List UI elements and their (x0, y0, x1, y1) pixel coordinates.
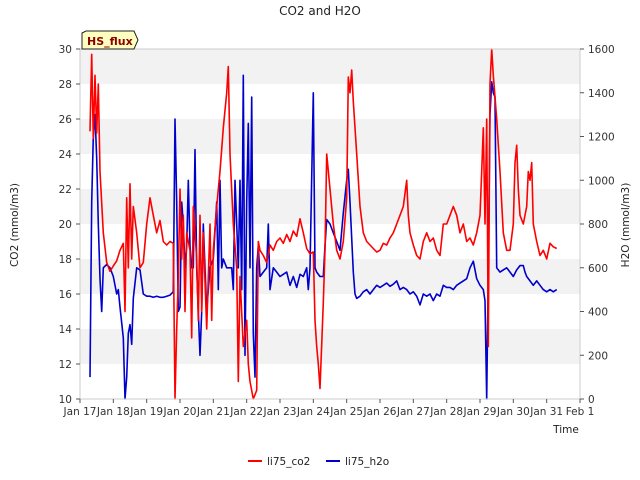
left-tick-label: 20 (59, 219, 72, 231)
grid-band (80, 49, 580, 84)
x-tick-label: Jan 30 (496, 406, 530, 418)
grid-band (80, 119, 580, 154)
right-tick-label: 0 (588, 394, 595, 406)
x-tick-label: Jan 28 (429, 406, 463, 418)
left-tick-label: 28 (59, 79, 72, 91)
right-tick-label: 600 (588, 263, 608, 275)
right-tick-label: 1400 (588, 88, 615, 100)
right-tick-label: 1600 (588, 44, 615, 56)
x-tick-label: Jan 20 (163, 406, 197, 418)
left-tick-label: 22 (59, 184, 72, 196)
x-tick-label: Jan 19 (129, 406, 163, 418)
legend-h2o-label: li75_h2o (345, 456, 389, 468)
badge-label: HS_flux (87, 35, 133, 48)
x-tick-label: Jan 27 (396, 406, 430, 418)
x-tick-label: Jan 17 (63, 406, 97, 418)
left-tick-label: 12 (59, 359, 72, 371)
x-tick-label: Jan 29 (463, 406, 497, 418)
right-axis-label: H2O (mmol/m3) (620, 183, 632, 268)
right-tick-label: 800 (588, 219, 608, 231)
x-axis-ticks: Jan 17 Jan 18 Jan 19 Jan 20 Jan 21 Jan 22 Jan … (63, 399, 595, 418)
left-axis-ticks: 10 12 14 16 18 20 22 24 26 28 30 (59, 44, 80, 406)
left-tick-label: 30 (59, 44, 72, 56)
left-tick-label: 10 (59, 394, 72, 406)
x-tick-label: Jan 31 (529, 406, 563, 418)
grid-band (80, 329, 580, 364)
right-axis-ticks: 0 200 400 600 800 1000 1200 1400 1600 (580, 44, 615, 406)
background-bands (80, 49, 580, 364)
legend-co2-label: li75_co2 (267, 456, 310, 468)
x-tick-label: Jan 24 (296, 406, 330, 418)
right-tick-label: 1000 (588, 175, 615, 187)
right-tick-label: 400 (588, 307, 608, 319)
x-tick-label: Jan 18 (96, 406, 130, 418)
h2o-series-line (89, 74, 558, 400)
series-lines (89, 48, 558, 400)
x-tick-label: Jan 25 (329, 406, 363, 418)
co2-series-line (89, 48, 558, 400)
left-axis-label: CO2 (mmol/m3) (9, 183, 21, 267)
x-axis-label: Time (552, 424, 579, 436)
right-tick-label: 1200 (588, 132, 615, 144)
left-tick-label: 16 (59, 289, 73, 301)
x-tick-label: Jan 23 (263, 406, 297, 418)
left-tick-label: 26 (59, 114, 73, 126)
x-tick-label: Jan 21 (196, 406, 230, 418)
right-tick-label: 200 (588, 350, 608, 362)
x-tick-label: Jan 22 (229, 406, 263, 418)
x-tick-label: Jan 26 (363, 406, 397, 418)
legend: li75_co2 li75_h2o (248, 456, 389, 468)
hs-flux-badge: HS_flux (81, 30, 139, 50)
chart-title: CO2 and H2O (279, 4, 361, 18)
left-tick-label: 14 (59, 324, 73, 336)
grid-band (80, 259, 580, 294)
left-tick-label: 24 (59, 149, 73, 161)
left-tick-label: 18 (59, 254, 72, 266)
x-tick-label: Feb 1 (566, 406, 595, 418)
